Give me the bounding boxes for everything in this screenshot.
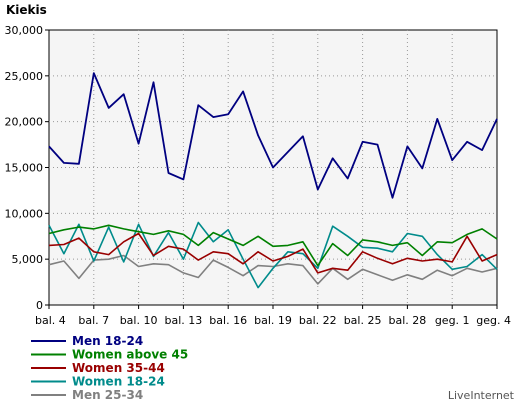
x-tick-label: bal. 13 [165,314,203,327]
legend-label-women-above-45: Women above 45 [72,348,188,362]
legend-label-women-18-24: Women 18-24 [72,375,165,389]
x-tick-label: geg. 1 [435,314,470,327]
x-tick-label: bal. 10 [120,314,158,327]
y-tick-label: 25,000 [5,70,44,83]
y-tick-label: 30,000 [5,24,44,37]
x-tick-label: bal. 28 [389,314,427,327]
y-axis: 0 5,000 10,000 15,000 20,000 25,000 30,000 [5,24,49,312]
legend-label-women-35-44: Women 35-44 [72,361,165,375]
x-tick-label: geg. 4 [476,314,511,327]
source-label: LiveInternet [448,389,515,402]
y-tick-label: 10,000 [5,207,44,220]
series-line-women-18-24 [48,221,498,289]
y-tick-label: 20,000 [5,116,44,129]
series-line-men-18-24 [48,72,498,199]
x-tick-label: bal. 22 [299,314,337,327]
series-line-men-25-34 [48,254,498,285]
legend-label-men-18-24: Men 18-24 [72,334,143,348]
x-axis: bal. 4 bal. 7 bal. 10 bal. 13 bal. 16 bal. 19… [35,305,511,327]
series-line-women-above-45 [48,224,498,267]
x-tick-label: bal. 19 [254,314,292,327]
legend-label-men-25-34: Men 25-34 [72,388,143,402]
x-tick-label: bal. 4 [35,314,66,327]
y-tick-label: 15,000 [5,162,44,175]
series-lines [48,72,498,289]
chart-title: Kiekis [6,3,47,17]
x-tick-label: bal. 25 [344,314,382,327]
series-line-women-35-44 [48,232,498,274]
y-tick-label: 5,000 [12,253,44,266]
x-tick-label: bal. 16 [209,314,247,327]
y-tick-label: 0 [36,299,43,312]
x-tick-label: bal. 7 [78,314,109,327]
